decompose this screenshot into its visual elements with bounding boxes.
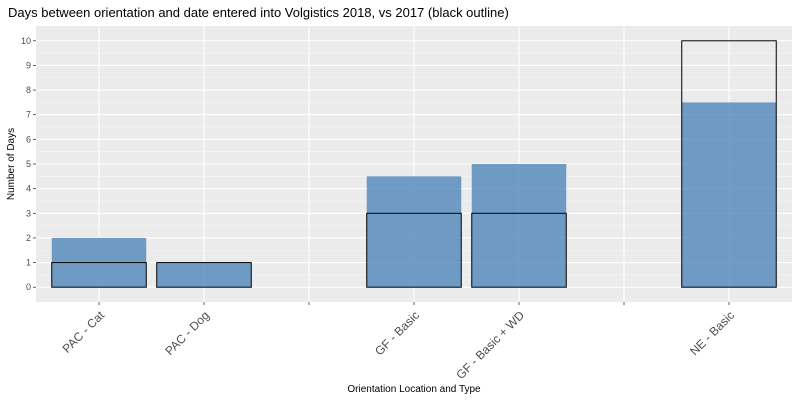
x-tick-label: GF - Basic + WD: [453, 308, 527, 382]
y-tick-label: 10: [21, 36, 31, 46]
x-tick-label: GF - Basic: [372, 308, 422, 358]
bar-2018: [471, 164, 567, 288]
y-tick-label: 5: [26, 159, 31, 169]
x-axis-title: Orientation Location and Type: [347, 384, 481, 395]
bar-2017-outline: [681, 40, 777, 288]
bars-layer: [51, 40, 777, 288]
bar-2017-outline: [366, 212, 462, 288]
y-tick-label: 1: [26, 258, 31, 268]
x-axis-ticks: PAC - Cat PAC - Dog GF - Basic GF - Basic +…: [60, 302, 737, 382]
bar-2017-outline: [471, 212, 567, 288]
y-tick-label: 3: [26, 208, 31, 218]
y-tick-label: 7: [26, 110, 31, 120]
chart-title: Days between orientation and date entere…: [8, 5, 509, 20]
y-tick-label: 9: [26, 60, 31, 70]
bar-2017-outline: [51, 262, 147, 288]
bar-2017-outline: [156, 262, 252, 288]
y-tick-label: 4: [26, 184, 31, 194]
bar-2018: [681, 102, 777, 288]
y-axis-title: Number of Days: [6, 128, 17, 200]
y-tick-label: 8: [26, 85, 31, 95]
bar-2018: [156, 262, 252, 288]
x-tick-label: PAC - Cat: [60, 308, 108, 356]
x-tick-label: NE - Basic: [687, 308, 737, 358]
y-tick-label: 0: [26, 282, 31, 292]
y-axis-ticks: 0 1 2 3 4 5 6 7 8 9 10: [21, 36, 36, 292]
x-tick-label: PAC - Dog: [162, 308, 212, 358]
y-tick-label: 2: [26, 233, 31, 243]
bar-2018: [366, 176, 462, 288]
y-tick-label: 6: [26, 134, 31, 144]
